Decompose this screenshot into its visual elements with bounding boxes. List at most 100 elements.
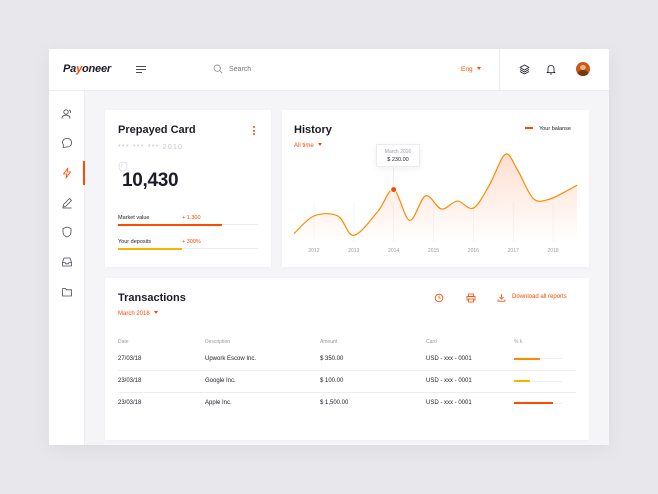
row-amount: $ 100.00 — [320, 370, 426, 393]
column-header-date: Date — [118, 339, 129, 345]
lightning-icon[interactable] — [61, 167, 73, 179]
print-icon[interactable] — [466, 293, 476, 303]
chevron-down-icon — [476, 67, 481, 70]
history-filter-label: All time — [294, 143, 314, 149]
table-row[interactable]: 27/03/18 Upwork Escow Inc. $ 350.00 USD … — [118, 348, 576, 371]
percent-track — [514, 402, 562, 405]
chat-icon[interactable] — [61, 137, 73, 149]
history-clock-icon[interactable] — [434, 293, 444, 303]
search-icon — [213, 64, 223, 74]
logo-text-accent: y — [76, 63, 82, 75]
market-value-delta: + 1.300 — [182, 215, 201, 221]
prepaid-card-title: Prepayed Card — [118, 124, 196, 136]
x-tick-label: 2016 — [468, 248, 479, 254]
transactions-month-filter[interactable]: March 2018 — [118, 311, 158, 317]
row-date: 27/03/18 — [118, 348, 205, 371]
tooltip-value: $ 230.00 — [387, 157, 409, 163]
folder-icon[interactable] — [61, 286, 73, 298]
row-percent — [514, 348, 576, 371]
sidebar-active-indicator — [83, 161, 85, 185]
column-header-percent: % k — [514, 339, 523, 345]
sidebar — [49, 91, 85, 445]
table-header-row: Date Description Amount Card % k — [118, 336, 576, 348]
table-row[interactable]: 23/03/18 Google Inc. $ 100.00 USD - xxx … — [118, 370, 576, 393]
x-tick-label: 2014 — [388, 248, 399, 254]
row-description: Apple Inc. — [205, 400, 232, 407]
shield-icon[interactable] — [61, 226, 73, 238]
card-balance: 10,430 — [122, 170, 179, 191]
row-description: Google Inc. — [205, 370, 320, 393]
language-selector[interactable]: Eng — [461, 66, 481, 73]
users-icon[interactable] — [61, 108, 73, 120]
percent-track — [514, 380, 562, 382]
x-tick-label: 2012 — [308, 248, 319, 254]
deposits-bar — [118, 247, 183, 250]
chevron-down-icon — [317, 143, 322, 146]
top-bar: Payoneer Eng — [49, 49, 609, 91]
x-tick-label: 2015 — [428, 248, 439, 254]
row-card: USD - xxx - 0001 — [426, 348, 514, 371]
row-card: USD - xxx - 0001 — [426, 400, 472, 407]
percent-bar — [514, 402, 554, 405]
transactions-panel: Transactions March 2018 Download all rep… — [105, 278, 589, 440]
topbar-divider — [499, 49, 500, 91]
balance-line — [293, 153, 578, 236]
row-date: 23/03/18 — [118, 370, 205, 393]
bell-icon[interactable] — [546, 64, 556, 75]
row-card: USD - xxx - 0001 — [426, 370, 514, 393]
history-chart: 2012 2013 2014 2015 2016 2017 2018 — [293, 153, 578, 254]
tooltip-date: March 2016 — [384, 149, 412, 155]
prepaid-card-panel: Prepayed Card *** *** *** 2010 10,430 Ma… — [105, 110, 271, 267]
column-header-description: Description — [205, 339, 231, 345]
search-input[interactable] — [229, 62, 409, 76]
logo-text-post: oneer — [81, 63, 111, 75]
row-amount: $ 350.00 — [320, 348, 426, 371]
x-tick-label: 2017 — [508, 248, 519, 254]
card-number: *** *** *** 2010 — [118, 144, 184, 151]
pen-icon[interactable] — [61, 197, 73, 209]
inbox-icon[interactable] — [61, 256, 73, 268]
history-period-filter[interactable]: All time — [294, 143, 322, 149]
market-value-bar — [118, 223, 222, 226]
deposits-delta: + 300% — [182, 239, 201, 245]
transactions-title: Transactions — [118, 292, 186, 304]
download-icon[interactable] — [497, 293, 506, 302]
percent-bar — [514, 380, 530, 382]
deposits-label: Your deposits — [118, 239, 152, 245]
market-value-label: Market value — [118, 215, 150, 221]
download-reports-link[interactable]: Download all reports — [512, 294, 567, 300]
row-amount: $ 1,500.00 — [320, 400, 349, 407]
user-avatar[interactable] — [576, 62, 590, 76]
column-header-amount: Amount — [320, 339, 338, 345]
coin-icon — [118, 161, 128, 172]
x-tick-label: 2013 — [348, 248, 359, 254]
history-panel: History Your balanse All time 2012 2013 20… — [282, 110, 589, 267]
x-tick-label: 2018 — [548, 248, 559, 254]
row-percent — [514, 392, 576, 414]
chart-legend: Your balanse — [525, 126, 571, 132]
column-header-card: Card — [426, 339, 437, 345]
more-options-icon[interactable] — [253, 126, 256, 135]
legend-label: Your balanse — [539, 126, 571, 132]
legend-swatch — [525, 127, 534, 129]
chevron-down-icon — [153, 311, 158, 314]
layers-icon[interactable] — [519, 64, 530, 75]
hamburger-menu-icon[interactable] — [136, 66, 146, 74]
logo-text-pre: Pa — [63, 63, 77, 75]
language-label: Eng — [461, 66, 473, 73]
percent-track — [514, 357, 562, 360]
balance-area — [294, 153, 577, 242]
transactions-filter-label: March 2018 — [118, 311, 150, 317]
history-title: History — [294, 124, 332, 136]
row-percent — [514, 370, 576, 393]
chart-tooltip: March 2016 $ 230.00 — [376, 144, 420, 167]
percent-bar — [514, 357, 541, 360]
app-window: Payoneer Eng — [49, 49, 609, 445]
transactions-table: Date Description Amount Card % k 27/03/1… — [118, 336, 576, 414]
highlight-point — [390, 186, 398, 194]
deposits-track — [118, 248, 258, 249]
row-description: Upwork Escow Inc. — [205, 348, 320, 371]
table-row[interactable]: 23/03/18 Apple Inc. $ 1,500.00 USD - xxx… — [118, 392, 576, 414]
payoneer-logo[interactable]: Payoneer — [63, 63, 111, 75]
row-date: 23/03/18 — [118, 400, 142, 407]
